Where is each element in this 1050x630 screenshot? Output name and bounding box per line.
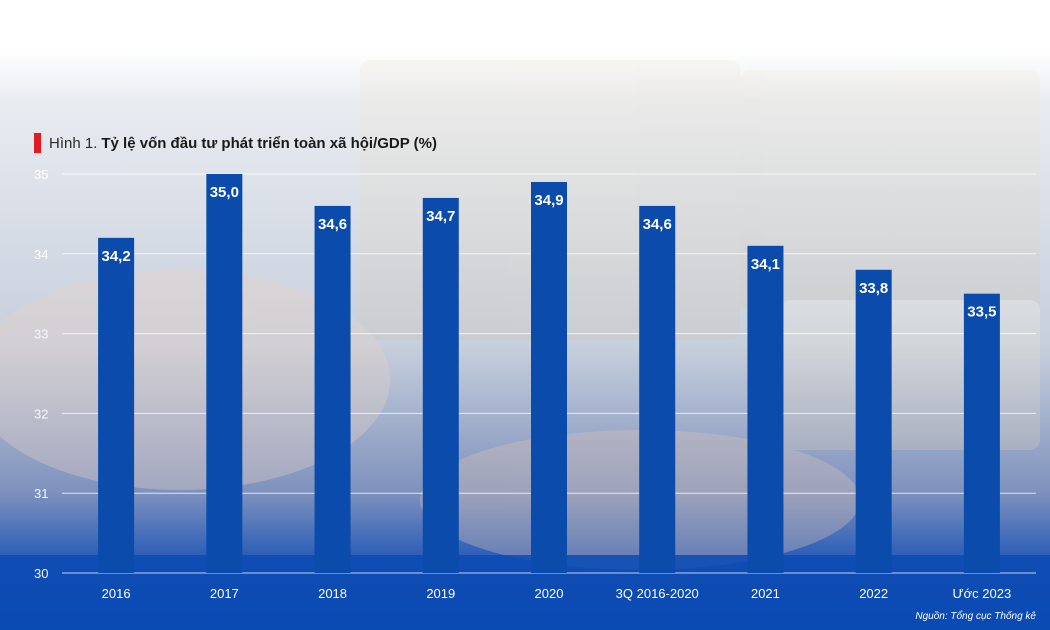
x-tick-label: 3Q 2016-2020 [616, 586, 699, 601]
figure-number: Hình 1. [49, 134, 98, 152]
x-tick-label: Ước 2023 [953, 586, 1012, 601]
x-tick-label: 2016 [102, 586, 131, 601]
bar [855, 269, 892, 573]
y-tick-label: 32 [34, 406, 48, 421]
x-tick-label: 2019 [426, 586, 455, 601]
bar [422, 197, 459, 573]
bar [531, 181, 567, 574]
x-tick-label: 2021 [751, 586, 780, 601]
bar [747, 245, 784, 573]
y-tick-label: 33 [34, 327, 48, 342]
x-tick-label: 2017 [210, 586, 239, 601]
bar-value-label: 34,7 [426, 208, 455, 225]
bar [98, 237, 135, 573]
x-tick-label: 2022 [859, 586, 888, 601]
y-tick-label: 35 [34, 167, 48, 182]
bar-value-label: 34,6 [318, 216, 347, 233]
y-tick-label: 34 [34, 247, 48, 262]
source-note: Nguồn: Tổng cục Thống kê [915, 611, 1036, 622]
bar-value-label: 34,9 [534, 192, 563, 209]
y-tick-label: 31 [34, 486, 48, 501]
x-tick-label: 2018 [318, 586, 347, 601]
bar-value-label: 34,6 [643, 216, 672, 233]
bar-value-label: 34,2 [102, 248, 131, 265]
bar [206, 174, 243, 573]
bar-value-label: 33,8 [859, 280, 888, 297]
bar-value-label: 35,0 [210, 184, 239, 201]
x-tick-label: 2020 [535, 586, 564, 601]
bar-value-label: 34,1 [751, 256, 780, 273]
bar [639, 205, 676, 574]
y-tick-label: 30 [34, 566, 48, 581]
chart-title: Tỷ lệ vốn đầu tư phát triển toàn xã hội/… [101, 134, 437, 152]
bar [963, 293, 1000, 573]
bar-value-label: 33,5 [967, 304, 996, 321]
bar [314, 205, 351, 574]
title-accent-bar [34, 133, 41, 153]
chart-title-block: Hình 1. Tỷ lệ vốn đầu tư phát triển toàn… [34, 132, 437, 154]
